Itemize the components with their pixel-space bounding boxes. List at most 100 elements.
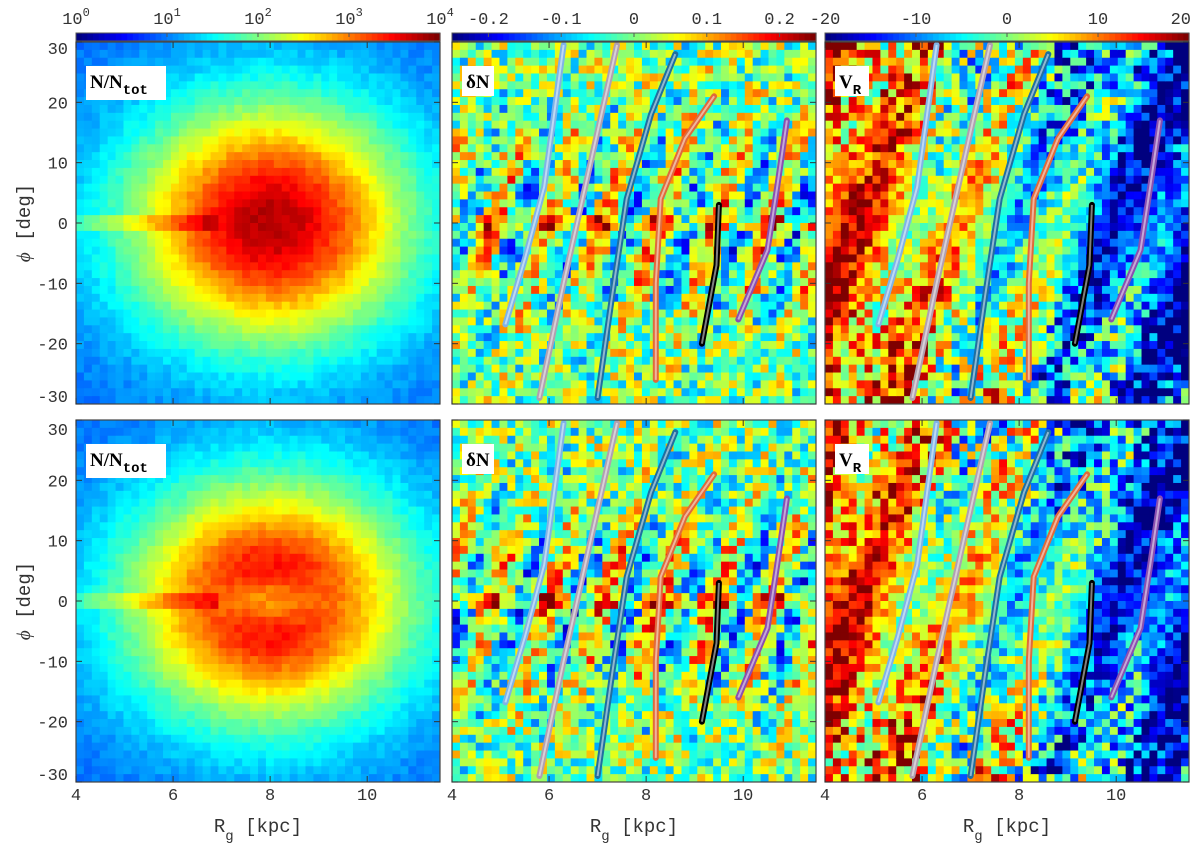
heatmap-cell <box>289 388 299 397</box>
heatmap-cell <box>242 663 251 673</box>
heatmap-cell <box>250 663 259 673</box>
heatmap-cell <box>515 73 524 82</box>
heatmap-cell <box>329 57 338 67</box>
heatmap-cell <box>273 624 283 633</box>
heatmap-cell <box>242 601 251 610</box>
heatmap-cell <box>337 561 346 571</box>
heatmap-cell <box>281 317 291 326</box>
heatmap-cell <box>360 270 370 279</box>
heatmap-cell <box>107 593 117 602</box>
heatmap-cell <box>305 585 314 594</box>
heatmap-cell <box>123 278 132 287</box>
heatmap-cell <box>384 530 394 539</box>
heatmap-cell <box>123 569 132 578</box>
heatmap-cell <box>178 223 188 232</box>
heatmap-cell <box>265 364 275 374</box>
heatmap-cell <box>163 687 172 696</box>
heatmap-cell <box>384 199 394 208</box>
heatmap-cell <box>360 695 370 704</box>
heatmap-cell <box>202 679 212 689</box>
heatmap-cell <box>107 545 117 555</box>
heatmap-cell <box>467 57 477 67</box>
heatmap-cell <box>368 73 378 82</box>
heatmap-cell <box>297 711 306 720</box>
heatmap-cell <box>376 364 386 374</box>
heatmap-cell <box>345 57 354 67</box>
heatmap-cell <box>329 758 338 767</box>
heatmap-cell <box>91 687 101 696</box>
heatmap-cell <box>258 467 267 476</box>
heatmap-cell <box>507 341 516 350</box>
heatmap-cell <box>115 270 124 279</box>
heatmap-cell <box>170 545 180 555</box>
heatmap-cell <box>392 199 401 208</box>
heatmap-cell <box>467 215 477 224</box>
heatmap-cell <box>523 49 532 59</box>
heatmap-cell <box>226 475 235 484</box>
heatmap-cell <box>499 223 508 232</box>
heatmap-cell <box>234 112 243 122</box>
heatmap-cell <box>368 435 378 445</box>
heatmap-cell <box>424 128 433 137</box>
heatmap-cell <box>408 459 417 468</box>
heatmap-cell <box>202 278 212 287</box>
heatmap-cell <box>202 270 212 279</box>
heatmap-cell <box>218 427 227 437</box>
heatmap-cell <box>408 262 417 271</box>
heatmap-cell <box>250 333 259 342</box>
heatmap-cell <box>352 301 362 311</box>
heatmap-cell <box>313 144 322 153</box>
heatmap-cell <box>258 553 267 563</box>
heatmap-cell <box>400 553 409 563</box>
colorbar-segment <box>685 33 692 41</box>
heatmap-cell <box>91 230 101 240</box>
heatmap-cell <box>337 420 346 429</box>
heatmap-cell <box>147 648 156 657</box>
colorbar-segment <box>269 33 276 41</box>
heatmap-cell <box>242 719 251 728</box>
heatmap-cell <box>392 160 401 169</box>
heatmap-cell <box>297 207 306 216</box>
heatmap-cell <box>178 577 188 586</box>
heatmap-cell <box>170 57 180 67</box>
heatmap-cell <box>539 136 548 145</box>
heatmap-cell <box>408 553 417 563</box>
heatmap-cell <box>400 577 409 586</box>
heatmap-cell <box>76 632 85 641</box>
heatmap-cell <box>194 104 204 114</box>
heatmap-cell <box>123 561 132 571</box>
heatmap-cell <box>147 695 156 704</box>
heatmap-cell <box>452 104 461 114</box>
heatmap-cell <box>376 742 386 752</box>
heatmap-cell <box>226 285 235 295</box>
heatmap-cell <box>250 719 259 728</box>
heatmap-cell <box>352 750 362 759</box>
heatmap-cell <box>83 648 93 657</box>
heatmap-cell <box>226 758 235 767</box>
heatmap-cell <box>345 482 354 492</box>
heatmap-cell <box>194 530 204 539</box>
heatmap-cell <box>408 679 417 689</box>
heatmap-cell <box>392 128 401 137</box>
heatmap-cell <box>360 57 370 67</box>
heatmap-cell <box>99 317 109 326</box>
heatmap-cell <box>416 175 425 185</box>
heatmap-cell <box>305 160 314 169</box>
heatmap-cell <box>424 223 433 232</box>
heatmap-cell <box>76 333 85 342</box>
heatmap-cell <box>139 380 148 389</box>
heatmap-cell <box>352 104 362 114</box>
heatmap-cell <box>76 65 85 74</box>
heatmap-cell <box>408 687 417 696</box>
heatmap-cell <box>265 703 275 712</box>
heatmap-cell <box>99 522 109 531</box>
heatmap-cell <box>83 152 93 161</box>
heatmap-cell <box>313 199 322 208</box>
heatmap-cell <box>281 671 291 681</box>
heatmap-cell <box>178 65 188 74</box>
heatmap-cell <box>424 325 433 334</box>
heatmap-cell <box>218 183 227 193</box>
heatmap-cell <box>305 648 314 657</box>
heatmap-cell <box>210 372 219 381</box>
heatmap-cell <box>234 663 243 673</box>
